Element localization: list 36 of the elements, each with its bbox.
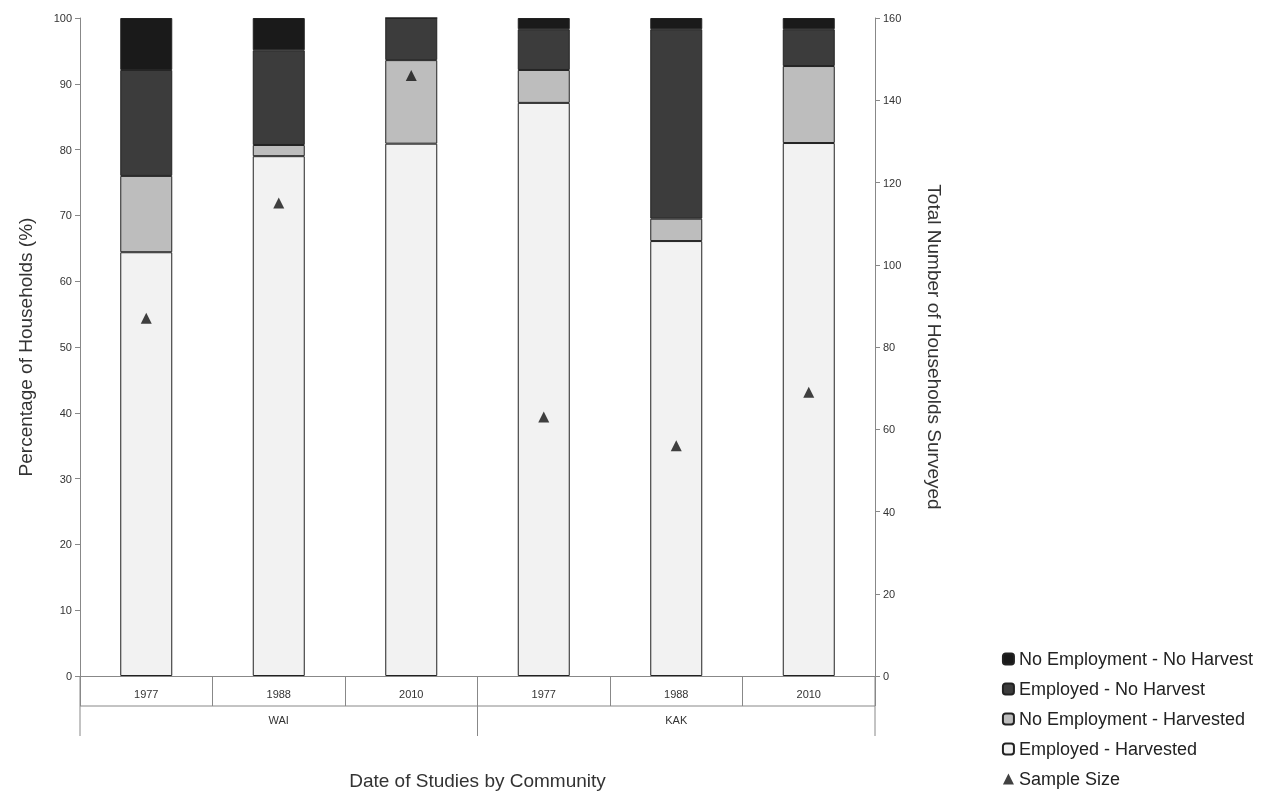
y-tick-label: 90: [59, 77, 72, 90]
y-tick-label: 70: [59, 209, 72, 222]
y2-tick-label: 60: [883, 423, 896, 436]
y2-tick-label: 100: [883, 258, 902, 271]
y2-tick-label: 40: [883, 505, 896, 518]
y-tick-label: 0: [65, 670, 72, 682]
legend-label: Employed - No Harvest: [1018, 679, 1206, 699]
legend-label: No Employment - No Harvest: [1018, 649, 1254, 669]
y-tick-label: 40: [59, 406, 72, 419]
legend-label: Sample Size: [1018, 769, 1120, 789]
y2-tick-label: 20: [883, 587, 896, 600]
x-tick-label: 1977: [531, 687, 556, 700]
y-tick-label: 20: [59, 538, 72, 551]
x-tick-label: 1977: [134, 687, 159, 700]
x-tick-label: 2010: [796, 687, 821, 700]
y-axis-title: Percentage of Households (%): [15, 217, 36, 477]
x-tick-label: 2010: [399, 687, 424, 700]
y2-tick-label: 0: [883, 670, 890, 682]
y-tick-label: 80: [59, 143, 72, 156]
y-tick-label: 100: [53, 12, 72, 24]
y2-axis-title: Total Number of Households Surveyed: [924, 184, 945, 510]
text: KAK: [665, 714, 688, 726]
y2-tick-label: 160: [883, 12, 902, 24]
legend-label: No Employment - Harvested: [1018, 709, 1246, 729]
legend-label: Employed - Harvested: [1018, 739, 1198, 759]
y-tick-label: 60: [59, 275, 72, 288]
x-tick-label: 1988: [266, 687, 291, 700]
x-tick-label: 1988: [664, 687, 689, 700]
y2-tick-label: 120: [883, 176, 902, 189]
y2-tick-label: 140: [883, 94, 902, 107]
y-tick-label: 10: [59, 604, 72, 617]
y2-tick-label: 80: [883, 341, 896, 353]
y-tick-label: 30: [59, 472, 72, 485]
x-axis-title: Date of Studies by Community: [349, 770, 607, 791]
text: WAI: [268, 714, 289, 726]
y-tick-label: 50: [59, 341, 72, 353]
